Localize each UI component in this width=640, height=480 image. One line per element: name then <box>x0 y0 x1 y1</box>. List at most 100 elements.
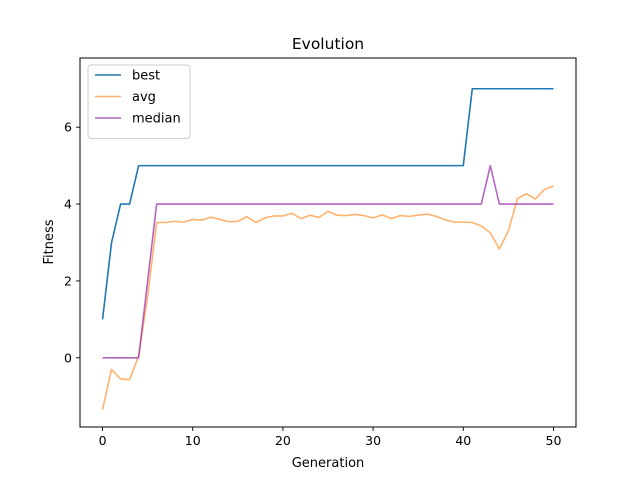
data-point-best <box>119 202 122 205</box>
data-point-best <box>326 164 329 167</box>
data-point-median <box>417 202 420 205</box>
data-point-median <box>146 279 149 282</box>
y-tick-label: 0 <box>64 350 72 365</box>
data-point-best <box>290 164 293 167</box>
data-point-median <box>209 202 212 205</box>
data-point-best <box>146 164 149 167</box>
data-point-avg <box>390 217 393 220</box>
data-point-avg <box>426 212 429 215</box>
data-point-median <box>218 202 221 205</box>
data-point-median <box>281 202 284 205</box>
y-tick-label: 6 <box>64 120 72 135</box>
data-point-best <box>299 164 302 167</box>
data-point-avg <box>498 247 501 250</box>
data-point-best <box>245 164 248 167</box>
data-point-median <box>137 356 140 359</box>
data-point-avg <box>417 214 420 217</box>
data-point-avg <box>489 231 492 234</box>
data-point-avg <box>191 218 194 221</box>
data-point-avg <box>462 221 465 224</box>
data-point-avg <box>552 184 555 187</box>
chart-title: Evolution <box>292 35 364 53</box>
data-point-best <box>272 164 275 167</box>
data-point-avg <box>155 221 158 224</box>
data-point-avg <box>344 214 347 217</box>
data-point-avg <box>173 220 176 223</box>
data-point-avg <box>335 214 338 217</box>
data-point-best <box>101 318 104 321</box>
data-point-median <box>155 202 158 205</box>
data-point-median <box>317 202 320 205</box>
data-point-best <box>263 164 266 167</box>
series-line-best <box>101 87 554 320</box>
data-point-best <box>417 164 420 167</box>
data-point-best <box>236 164 239 167</box>
data-point-best <box>191 164 194 167</box>
data-point-best <box>362 164 365 167</box>
data-point-avg <box>435 215 438 218</box>
data-point-avg <box>164 221 167 224</box>
data-point-avg <box>480 224 483 227</box>
data-point-avg <box>516 197 519 200</box>
data-point-best <box>308 164 311 167</box>
data-point-avg <box>245 215 248 218</box>
data-point-median <box>390 202 393 205</box>
data-point-avg <box>110 368 113 371</box>
x-tick-label: 30 <box>365 433 381 448</box>
x-tick-label: 20 <box>275 433 291 448</box>
data-point-avg <box>227 220 230 223</box>
data-point-median <box>489 164 492 167</box>
data-point-best <box>317 164 320 167</box>
data-point-best <box>218 164 221 167</box>
data-point-median <box>480 202 483 205</box>
legend-box <box>87 64 191 139</box>
data-point-median <box>191 202 194 205</box>
data-point-median <box>245 202 248 205</box>
data-point-median <box>272 202 275 205</box>
data-point-avg <box>128 378 131 381</box>
data-point-median <box>200 202 203 205</box>
x-axis-label: Generation <box>292 456 365 471</box>
data-point-avg <box>209 216 212 219</box>
data-point-median <box>371 202 374 205</box>
data-point-median <box>408 202 411 205</box>
data-point-median <box>227 202 230 205</box>
data-point-best <box>128 202 131 205</box>
data-point-median <box>182 202 185 205</box>
data-point-best <box>453 164 456 167</box>
data-point-avg <box>182 221 185 224</box>
data-point-avg <box>218 218 221 221</box>
data-point-median <box>453 202 456 205</box>
data-point-avg <box>317 216 320 219</box>
data-point-best <box>462 164 465 167</box>
data-point-avg <box>119 377 122 380</box>
data-point-best <box>543 87 546 90</box>
data-point-avg <box>371 216 374 219</box>
data-point-median <box>173 202 176 205</box>
data-point-avg <box>525 192 528 195</box>
data-point-avg <box>290 212 293 215</box>
x-tick-label: 0 <box>99 433 107 448</box>
data-point-avg <box>281 214 284 217</box>
x-tick-label: 10 <box>185 433 201 448</box>
data-point-best <box>399 164 402 167</box>
data-point-best <box>534 87 537 90</box>
data-point-best <box>516 87 519 90</box>
data-point-avg <box>543 188 546 191</box>
data-point-best <box>110 241 113 244</box>
data-point-best <box>471 87 474 90</box>
data-point-median <box>534 202 537 205</box>
data-point-median <box>381 202 384 205</box>
series-line-avg <box>101 185 554 410</box>
data-point-median <box>426 202 429 205</box>
data-point-best <box>344 164 347 167</box>
data-point-best <box>489 87 492 90</box>
data-point-best <box>137 164 140 167</box>
data-point-median <box>128 356 131 359</box>
data-point-best <box>525 87 528 90</box>
y-tick-label: 2 <box>64 273 72 288</box>
data-point-median <box>110 356 113 359</box>
data-point-best <box>498 87 501 90</box>
data-point-median <box>435 202 438 205</box>
